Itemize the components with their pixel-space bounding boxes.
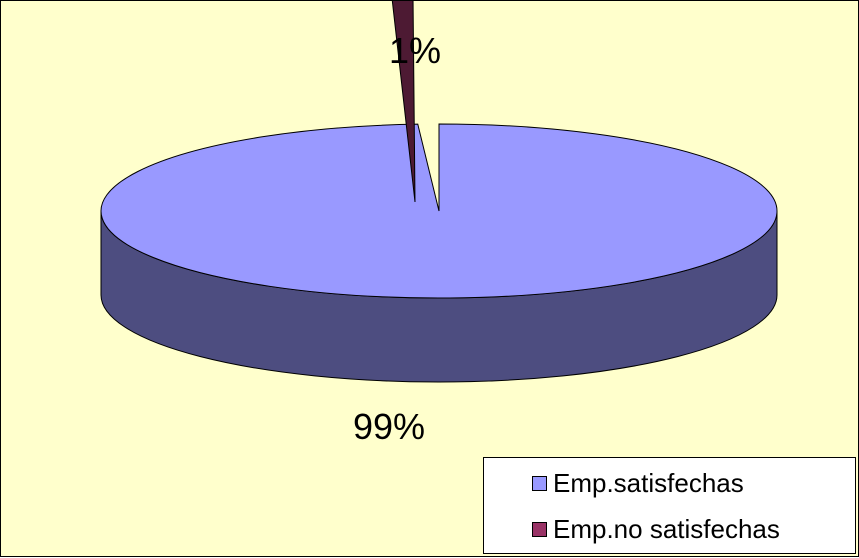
legend-swatch-emp-no-satisfechas xyxy=(532,522,547,537)
legend-label-emp-satisfechas: Emp.satisfechas xyxy=(553,468,744,498)
legend: Emp.satisfechas Emp.no satisfechas xyxy=(483,457,856,554)
legend-label-emp-no-satisfechas: Emp.no satisfechas xyxy=(553,514,780,544)
pie-slice-wedge-emp-no-satisfechas xyxy=(391,1,416,203)
pie-slice-emp-satisfechas xyxy=(100,123,778,299)
legend-item-emp-no-satisfechas: Emp.no satisfechas xyxy=(532,514,780,545)
data-label-emp-satisfechas: 99% xyxy=(353,406,426,447)
legend-item-emp-satisfechas: Emp.satisfechas xyxy=(532,468,744,499)
legend-swatch-emp-satisfechas xyxy=(532,476,547,491)
data-label-emp-no-satisfechas: 1% xyxy=(389,30,442,71)
